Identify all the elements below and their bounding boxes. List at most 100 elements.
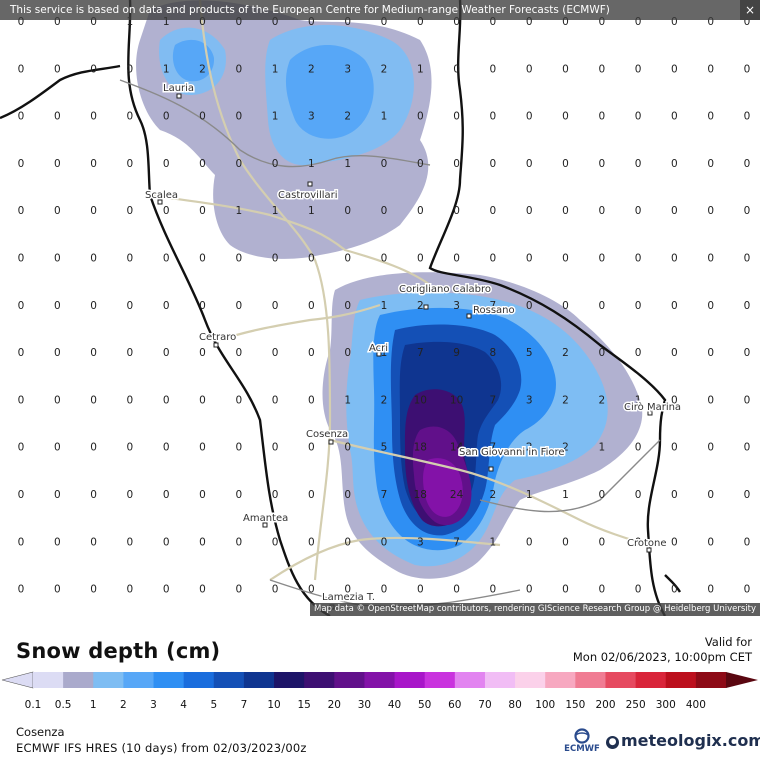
grid-value: 5 bbox=[526, 347, 533, 359]
grid-value: 2 bbox=[562, 442, 569, 454]
grid-value: 0 bbox=[526, 300, 533, 312]
ecmwf-notice-banner: This service is based on data and produc… bbox=[0, 0, 760, 20]
grid-value: 0 bbox=[272, 536, 279, 548]
grid-value: 0 bbox=[453, 158, 460, 170]
grid-value: 0 bbox=[490, 111, 497, 123]
snow-field bbox=[136, 0, 643, 579]
grid-value: 0 bbox=[671, 16, 678, 28]
grid-value: 0 bbox=[744, 16, 751, 28]
grid-value: 1 bbox=[526, 489, 533, 501]
grid-value: 0 bbox=[54, 300, 61, 312]
legend-swatch bbox=[153, 672, 185, 688]
grid-value: 1 bbox=[562, 489, 569, 501]
grid-value: 0 bbox=[490, 63, 497, 75]
grid-value: 0 bbox=[562, 205, 569, 217]
banner-text: This service is based on data and produc… bbox=[10, 4, 610, 16]
grid-value: 1 bbox=[417, 63, 424, 75]
grid-value: 0 bbox=[90, 536, 97, 548]
svg-text:Cosenza: Cosenza bbox=[306, 429, 348, 440]
globe-icon: ● bbox=[606, 736, 619, 749]
grid-value: 0 bbox=[272, 394, 279, 406]
ecmwf-logo-text: ECMWF bbox=[564, 744, 600, 754]
grid-value: 0 bbox=[671, 347, 678, 359]
grid-value: 0 bbox=[272, 347, 279, 359]
grid-value: 10 bbox=[414, 394, 427, 406]
roads bbox=[149, 0, 651, 581]
grid-value: 0 bbox=[308, 442, 315, 454]
grid-value: 0 bbox=[671, 158, 678, 170]
grid-value: 0 bbox=[381, 584, 388, 596]
grid-value: 0 bbox=[90, 253, 97, 265]
legend-tick-label: 0.5 bbox=[55, 699, 72, 711]
grid-value: 0 bbox=[707, 489, 714, 501]
svg-text:Cetraro: Cetraro bbox=[199, 332, 236, 343]
grid-value: 0 bbox=[707, 536, 714, 548]
grid-value: 0 bbox=[54, 111, 61, 123]
grid-value: 0 bbox=[526, 111, 533, 123]
grid-value: 0 bbox=[127, 111, 134, 123]
grid-value: 0 bbox=[490, 584, 497, 596]
legend-tick-label: 400 bbox=[686, 699, 706, 711]
svg-text:San Giovanni in Fiore: San Giovanni in Fiore bbox=[459, 447, 565, 458]
grid-value: 0 bbox=[707, 347, 714, 359]
svg-text:Scalea: Scalea bbox=[145, 190, 178, 201]
grid-value: 0 bbox=[308, 584, 315, 596]
grid-value: 0 bbox=[235, 111, 242, 123]
grid-value: 0 bbox=[490, 205, 497, 217]
grid-value: 0 bbox=[707, 205, 714, 217]
grid-value: 1 bbox=[344, 394, 351, 406]
grid-value: 18 bbox=[414, 489, 427, 501]
grid-value: 0 bbox=[417, 111, 424, 123]
grid-value: 0 bbox=[381, 158, 388, 170]
grid-value: 0 bbox=[54, 158, 61, 170]
grid-value: 0 bbox=[707, 16, 714, 28]
grid-value: 0 bbox=[127, 584, 134, 596]
grid-value: 0 bbox=[744, 253, 751, 265]
grid-value: 0 bbox=[127, 253, 134, 265]
grid-value: 0 bbox=[18, 253, 25, 265]
grid-value: 0 bbox=[18, 584, 25, 596]
grid-value: 0 bbox=[453, 111, 460, 123]
grid-value: 0 bbox=[635, 536, 642, 548]
grid-value: 0 bbox=[18, 300, 25, 312]
meteologix-logo[interactable]: ● meteologix.com bbox=[606, 731, 760, 750]
grid-value: 0 bbox=[199, 489, 206, 501]
legend-tick-label: 10 bbox=[267, 699, 280, 711]
grid-value: 0 bbox=[163, 300, 170, 312]
snow-depth-map[interactable]: 0 0 0 1 1 0 0 0 0 0 0 0 0 0 0 0 0 0 0 0 00 0 0 0 1 2 0 1 2 3 2 1 0 0 0 0 0 0 0… bbox=[0, 0, 760, 616]
grid-value: 0 bbox=[54, 63, 61, 75]
grid-value: 0 bbox=[453, 63, 460, 75]
legend-swatch bbox=[484, 672, 516, 688]
grid-value: 0 bbox=[54, 536, 61, 548]
city-cosenza: Cosenza bbox=[305, 428, 350, 445]
grid-value: 0 bbox=[526, 158, 533, 170]
grid-value: 0 bbox=[635, 347, 642, 359]
grid-value: 0 bbox=[90, 16, 97, 28]
grid-values: 0 0 0 1 1 0 0 0 0 0 0 0 0 0 0 0 0 0 0 0 00 0 0 0 1 2 0 1 2 3 2 1 0 0 0 0 0 0 0… bbox=[18, 16, 751, 596]
legend-tick-label: 200 bbox=[595, 699, 615, 711]
grid-value: 0 bbox=[562, 111, 569, 123]
grid-value: 0 bbox=[308, 16, 315, 28]
close-icon[interactable]: × bbox=[740, 0, 760, 20]
tyrrhenian-sea bbox=[0, 0, 330, 616]
grid-value: 1 bbox=[381, 300, 388, 312]
legend-tick-label: 300 bbox=[656, 699, 676, 711]
grid-value: 0 bbox=[344, 253, 351, 265]
legend-swatch bbox=[424, 672, 456, 688]
grid-value: 14 bbox=[450, 442, 464, 454]
grid-value: 0 bbox=[90, 584, 97, 596]
grid-value: 0 bbox=[562, 253, 569, 265]
grid-value: 0 bbox=[744, 536, 751, 548]
legend-swatch bbox=[274, 672, 305, 688]
grid-value: 1 bbox=[308, 205, 315, 217]
legend-tick-label: 100 bbox=[535, 699, 555, 711]
grid-value: 0 bbox=[308, 394, 315, 406]
grid-value: 0 bbox=[635, 300, 642, 312]
legend-swatch bbox=[394, 672, 426, 688]
grid-value: 0 bbox=[272, 16, 279, 28]
legend-tick-label: 3 bbox=[150, 699, 157, 711]
grid-value: 3 bbox=[308, 111, 315, 123]
grid-value: 0 bbox=[272, 584, 279, 596]
grid-value: 0 bbox=[344, 536, 351, 548]
